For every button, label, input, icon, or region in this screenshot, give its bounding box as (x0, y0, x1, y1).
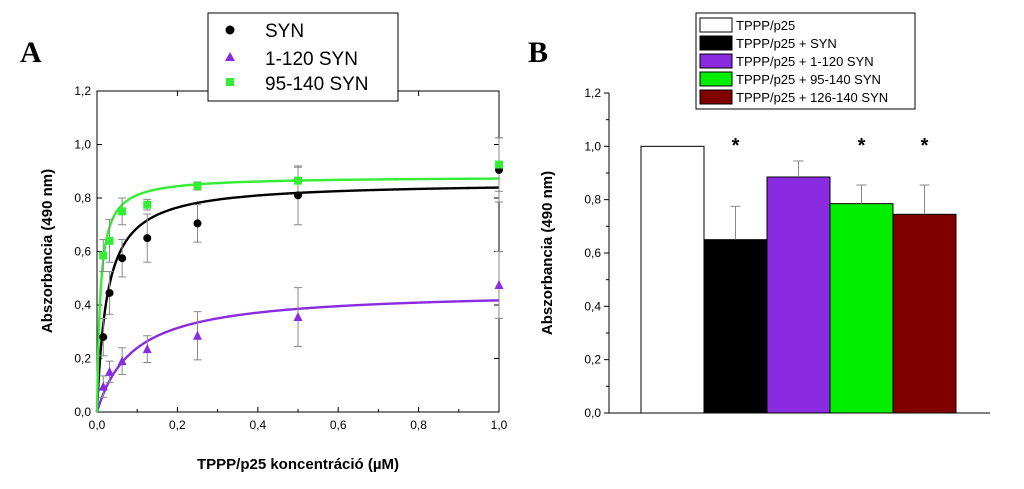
data-point-1-120-syn (105, 366, 115, 376)
panel-a-label: A (20, 36, 42, 69)
bar-tppp-p25-syn (703, 239, 768, 414)
legend-label-tppp-p25: TPPP/p25 (736, 18, 795, 33)
error-bar-tppp-p25-1-120-syn (793, 160, 804, 177)
panel-b-label: B (528, 36, 548, 69)
error-bar-tppp-p25-126-140-syn (919, 184, 930, 215)
data-point-1-120-syn (142, 344, 152, 354)
panel-a-y-tick-label: 0,4 (74, 298, 91, 312)
significance-star-tppp-p25-126-140-syn: * (921, 135, 929, 157)
panel-a-y-tick-label: 1,0 (74, 138, 91, 152)
panel-a-y-tick-label: 0,2 (74, 352, 91, 366)
panel-b-y-tick-label: 0,8 (584, 193, 601, 207)
data-point-1-120-syn (117, 356, 127, 366)
data-point-1-120-syn (494, 279, 504, 289)
legend-label-tppp-p25-syn: TPPP/p25 + SYN (736, 36, 837, 51)
data-point-syn (294, 191, 302, 200)
panel-a-x-tick-label: 0,6 (330, 418, 347, 432)
data-point-95-140-syn (105, 236, 114, 245)
data-point-1-120-syn (293, 312, 303, 322)
panel-a-legend-box (207, 12, 399, 102)
error-bar-tppp-p25-syn (730, 205, 741, 240)
legend-swatch-tppp-p25-1-120-syn (699, 53, 733, 69)
data-point-syn (143, 234, 152, 243)
panel-b-y-tick-label: 0,4 (584, 299, 601, 313)
panel-a-y-tick-label: 0,8 (74, 191, 91, 205)
panel-a-x-tick-label: 0,2 (169, 418, 186, 432)
legend-95-140-syn-marker (226, 78, 234, 86)
panel-b-y-tick-label: 1,0 (584, 139, 601, 153)
legend-swatch-tppp-p25 (699, 17, 733, 33)
data-point-1-120-syn (193, 330, 202, 340)
bar-tppp-p25-95-140-syn (829, 203, 894, 414)
legend-swatch-tppp-p25-95-140-syn (699, 71, 733, 87)
data-point-syn (193, 219, 202, 228)
panel-a-y-tick-label: 0,6 (74, 245, 91, 259)
legend-95-140-syn-label: 95-140 SYN (265, 74, 369, 95)
bar-tppp-p25-1-120-syn (766, 176, 831, 414)
panel-b-chart: 0,0 0,2 0,4 0,6 0,8 1,0 1,2 * * * Abszorbancia (… (539, 86, 990, 420)
panel-a-x-tick-label: 1,0 (491, 418, 508, 432)
legend-1-120-syn-marker (225, 52, 235, 61)
legend-syn-marker (225, 25, 235, 35)
data-point-1-120-syn (98, 381, 108, 391)
legend-label-tppp-p25-126-140-syn: TPPP/p25 + 126-140 SYN (736, 90, 888, 105)
significance-star-tppp-p25-95-140-syn: * (858, 135, 866, 157)
data-point-95-140-syn (99, 251, 108, 260)
panel-a-x-tick-label: 0,8 (410, 418, 427, 432)
panel-a-x-tick-label: 0,4 (249, 418, 266, 432)
panel-a-legend: SYN 1-120 SYN 95-140 SYN (207, 12, 399, 102)
panel-a-y-axis-title: Abszorbancia (490 nm) (39, 169, 56, 333)
data-point-95-140-syn (193, 181, 202, 190)
panel-a-chart: 0,0 0,2 0,4 0,6 0,8 1,0 1,2 0,0 0,2 0,4 0,6 0,8 1,0… (39, 84, 508, 473)
data-point-syn (99, 333, 108, 342)
legend-1-120-syn-label: 1-120 SYN (265, 49, 358, 70)
panel-b-legend: TPPP/p25 TPPP/p25 + SYN TPPP/p25 + 1-120 S… (695, 12, 916, 110)
panel-a-x-axis-title: TPPP/p25 koncentráció (µM) (197, 456, 399, 473)
data-point-syn (105, 288, 114, 297)
bar-tppp-p25 (640, 145, 705, 414)
bar-tppp-p25-126-140-syn (892, 213, 957, 414)
panel-b-y-tick-label: 0,2 (584, 353, 601, 367)
legend-swatch-tppp-p25-syn (699, 35, 733, 51)
data-point-95-140-syn (294, 176, 302, 185)
legend-swatch-tppp-p25-126-140-syn (699, 89, 733, 105)
panel-b-y-tick-label: 0,6 (584, 246, 601, 260)
legend-label-tppp-p25-1-120-syn: TPPP/p25 + 1-120 SYN (736, 54, 874, 69)
panel-b-y-axis-title: Abszorbancia (490 nm) (539, 171, 556, 335)
panel-b-y-tick-label: 1,2 (584, 86, 601, 100)
panel-a-y-tick-label: 0,0 (74, 405, 91, 419)
error-bar-tppp-p25-95-140-syn (856, 184, 867, 204)
panel-a-x-tick-label: 0,0 (89, 418, 106, 432)
panel-a-plot-frame (96, 90, 500, 413)
panel-b-y-tick-label: 0,0 (584, 406, 601, 420)
legend-label-tppp-p25-95-140-syn: TPPP/p25 + 95-140 SYN (736, 72, 881, 87)
panel-a-y-tick-label: 1,2 (74, 84, 91, 98)
data-point-95-140-syn (118, 207, 127, 216)
data-point-95-140-syn (495, 160, 503, 169)
data-point-95-140-syn (143, 200, 152, 209)
significance-star-tppp-p25-syn: * (732, 135, 740, 157)
data-point-syn (118, 254, 127, 263)
legend-syn-label: SYN (265, 21, 304, 42)
